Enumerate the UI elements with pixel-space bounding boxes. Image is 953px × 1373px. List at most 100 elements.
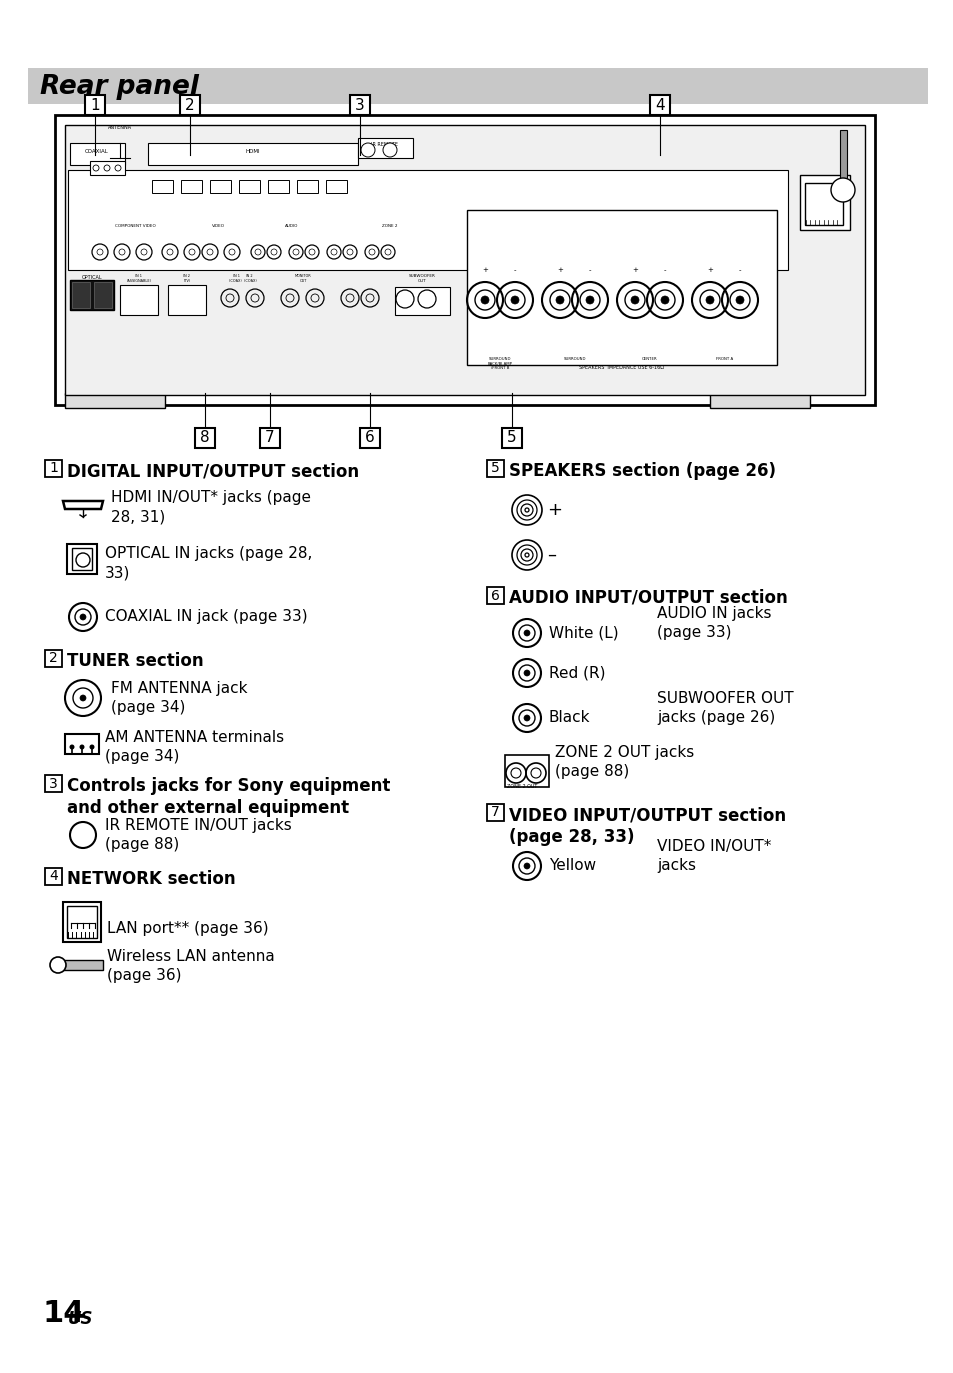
Text: IN 2
(TV): IN 2 (TV)	[183, 275, 191, 283]
Circle shape	[480, 297, 489, 303]
Text: White (L): White (L)	[548, 626, 618, 640]
Text: AUDIO: AUDIO	[285, 224, 298, 228]
Circle shape	[523, 670, 530, 676]
Bar	[296, 180, 317, 194]
Text: CENTER: CENTER	[641, 357, 658, 361]
Text: +: +	[706, 266, 712, 273]
Bar	[350, 95, 370, 115]
Text: FRONT A: FRONT A	[716, 357, 733, 361]
Text: ZONE 2 OUT: ZONE 2 OUT	[506, 784, 537, 789]
Circle shape	[382, 143, 396, 157]
Text: HDMI: HDMI	[246, 150, 260, 154]
Bar	[94, 281, 112, 308]
Text: HDMI IN/OUT* jacks (page
28, 31): HDMI IN/OUT* jacks (page 28, 31)	[111, 490, 311, 524]
Text: SUBWOOFER OUT
jacks (page 26): SUBWOOFER OUT jacks (page 26)	[657, 691, 793, 725]
Text: COAXIAL: COAXIAL	[85, 150, 109, 154]
Text: LAN port** (page 36): LAN port** (page 36)	[107, 920, 269, 935]
Circle shape	[79, 744, 85, 750]
Circle shape	[360, 143, 375, 157]
Text: US: US	[68, 1310, 93, 1328]
Text: VIDEO IN/OUT*
jacks: VIDEO IN/OUT* jacks	[657, 839, 771, 873]
Circle shape	[660, 297, 668, 303]
Bar	[70, 280, 113, 310]
Circle shape	[511, 297, 518, 303]
Circle shape	[76, 553, 90, 567]
Text: 8: 8	[200, 431, 210, 445]
Text: MONITOR
OUT: MONITOR OUT	[294, 275, 311, 283]
Text: AM ANTENNA terminals
(page 34): AM ANTENNA terminals (page 34)	[105, 729, 284, 765]
Text: ZONE 2 OUT jacks
(page 88): ZONE 2 OUT jacks (page 88)	[555, 744, 694, 780]
Bar	[467, 210, 776, 365]
Text: IN 1
(ASSIGNABLE): IN 1 (ASSIGNABLE)	[127, 275, 152, 283]
Circle shape	[80, 614, 86, 621]
Circle shape	[630, 297, 639, 303]
Text: -: -	[738, 266, 740, 273]
Bar	[152, 180, 172, 194]
Text: Controls jacks for Sony equipment
and other external equipment: Controls jacks for Sony equipment and ot…	[67, 777, 390, 817]
Text: SURROUND: SURROUND	[563, 357, 586, 361]
Text: Red (R): Red (R)	[548, 666, 605, 681]
Text: Wireless LAN antenna
(page 36): Wireless LAN antenna (page 36)	[107, 949, 274, 983]
Text: -: -	[663, 266, 665, 273]
Text: AUDIO IN jacks
(page 33): AUDIO IN jacks (page 33)	[657, 605, 771, 640]
Bar	[68, 170, 787, 270]
Text: OPTICAL IN jacks (page 28,
33): OPTICAL IN jacks (page 28, 33)	[105, 545, 312, 581]
Circle shape	[115, 165, 121, 172]
Text: 6: 6	[491, 589, 499, 603]
Bar	[194, 428, 214, 448]
Text: FM ANTENNA jack
(page 34): FM ANTENNA jack (page 34)	[111, 681, 247, 715]
Text: ZONE 2: ZONE 2	[382, 224, 397, 228]
Text: +: +	[546, 501, 561, 519]
Circle shape	[50, 957, 66, 973]
Bar	[28, 69, 927, 104]
Bar	[486, 460, 503, 476]
Text: 4: 4	[655, 97, 664, 113]
Text: OPTICAL: OPTICAL	[82, 275, 102, 280]
Text: +: +	[557, 266, 562, 273]
Text: SURROUND
BACK/BI-AMP
/FRONT B: SURROUND BACK/BI-AMP /FRONT B	[487, 357, 512, 371]
Circle shape	[523, 864, 530, 869]
Bar	[45, 460, 62, 476]
Bar	[120, 286, 158, 314]
Circle shape	[735, 297, 743, 303]
Bar	[800, 174, 849, 231]
Bar	[649, 95, 669, 115]
Bar	[804, 183, 842, 225]
Bar	[268, 180, 289, 194]
Bar	[65, 393, 165, 408]
Circle shape	[523, 630, 530, 636]
Text: SPEAKERS  IMPEDANCE USE 6-16Ω: SPEAKERS IMPEDANCE USE 6-16Ω	[578, 365, 664, 369]
Bar	[45, 774, 62, 792]
Circle shape	[70, 744, 74, 750]
Bar	[58, 960, 103, 969]
Text: Black: Black	[548, 710, 590, 725]
Bar	[326, 180, 347, 194]
Text: Yellow: Yellow	[548, 858, 596, 873]
Bar	[260, 428, 280, 448]
Text: VIDEO INPUT/OUTPUT section
(page 28, 33): VIDEO INPUT/OUTPUT section (page 28, 33)	[509, 806, 785, 846]
Bar	[709, 393, 809, 408]
Bar	[180, 95, 200, 115]
Circle shape	[705, 297, 713, 303]
Text: 3: 3	[355, 97, 364, 113]
Text: 1: 1	[91, 97, 100, 113]
Bar	[501, 428, 521, 448]
Bar	[71, 281, 90, 308]
Text: SUBWOOFER
OUT: SUBWOOFER OUT	[408, 275, 435, 283]
Text: +: +	[481, 266, 487, 273]
Text: COMPONENT VIDEO: COMPONENT VIDEO	[114, 224, 155, 228]
Text: IN 1     IN 2
(COAX)  (COAX): IN 1 IN 2 (COAX) (COAX)	[229, 275, 256, 283]
Circle shape	[523, 715, 530, 721]
Text: Rear panel: Rear panel	[40, 74, 198, 100]
Text: 6: 6	[365, 431, 375, 445]
Bar	[85, 95, 105, 115]
Text: +: +	[632, 266, 638, 273]
Bar	[45, 868, 62, 886]
Bar	[65, 735, 99, 754]
Bar	[239, 180, 260, 194]
Bar	[210, 180, 231, 194]
Bar	[486, 805, 503, 821]
Bar	[70, 143, 125, 165]
Bar	[148, 143, 357, 165]
Text: SPEAKERS section (page 26): SPEAKERS section (page 26)	[509, 461, 775, 481]
